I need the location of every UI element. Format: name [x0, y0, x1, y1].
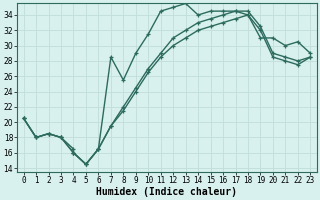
- X-axis label: Humidex (Indice chaleur): Humidex (Indice chaleur): [96, 186, 237, 197]
